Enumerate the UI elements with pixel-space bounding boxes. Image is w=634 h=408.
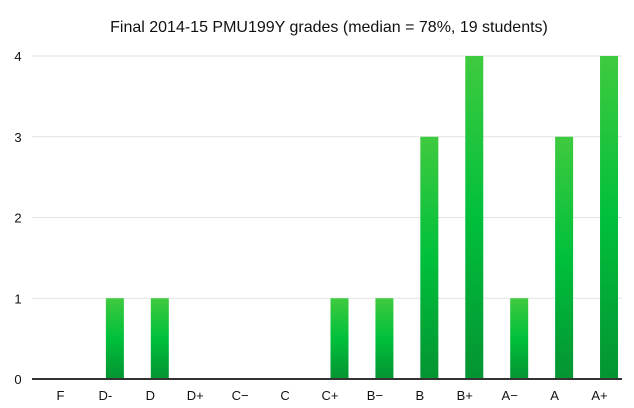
x-tick-label: B− [367,388,383,403]
x-tick-label: A− [502,388,518,403]
bar-B+ [465,56,484,379]
x-tick-label: C− [232,388,249,403]
bar-B [420,136,439,379]
bar-A [555,136,574,379]
y-tick-label: 4 [14,49,21,64]
y-tick-label: 0 [14,372,21,387]
bar-D [150,298,169,379]
x-tick-label: F [56,388,64,403]
bar-D- [105,298,124,379]
x-tick-label: D [146,388,155,403]
x-tick-label: B+ [457,388,473,403]
x-tick-label: B [416,388,425,403]
x-tick-label: A+ [591,388,607,403]
bar-C+ [330,298,349,379]
y-tick-label: 1 [14,291,21,306]
bar-B− [375,298,394,379]
bar-A− [510,298,529,379]
y-tick-label: 3 [14,130,21,145]
bar-A+ [600,56,619,379]
x-tick-label: C [280,388,289,403]
chart-title: Final 2014-15 PMU199Y grades (median = 7… [110,19,548,36]
x-tick-label: D+ [187,388,204,403]
y-tick-label: 2 [14,211,21,226]
x-tick-label: C+ [322,388,339,403]
x-tick-label: A [550,388,559,403]
x-tick-label: D- [99,388,113,403]
